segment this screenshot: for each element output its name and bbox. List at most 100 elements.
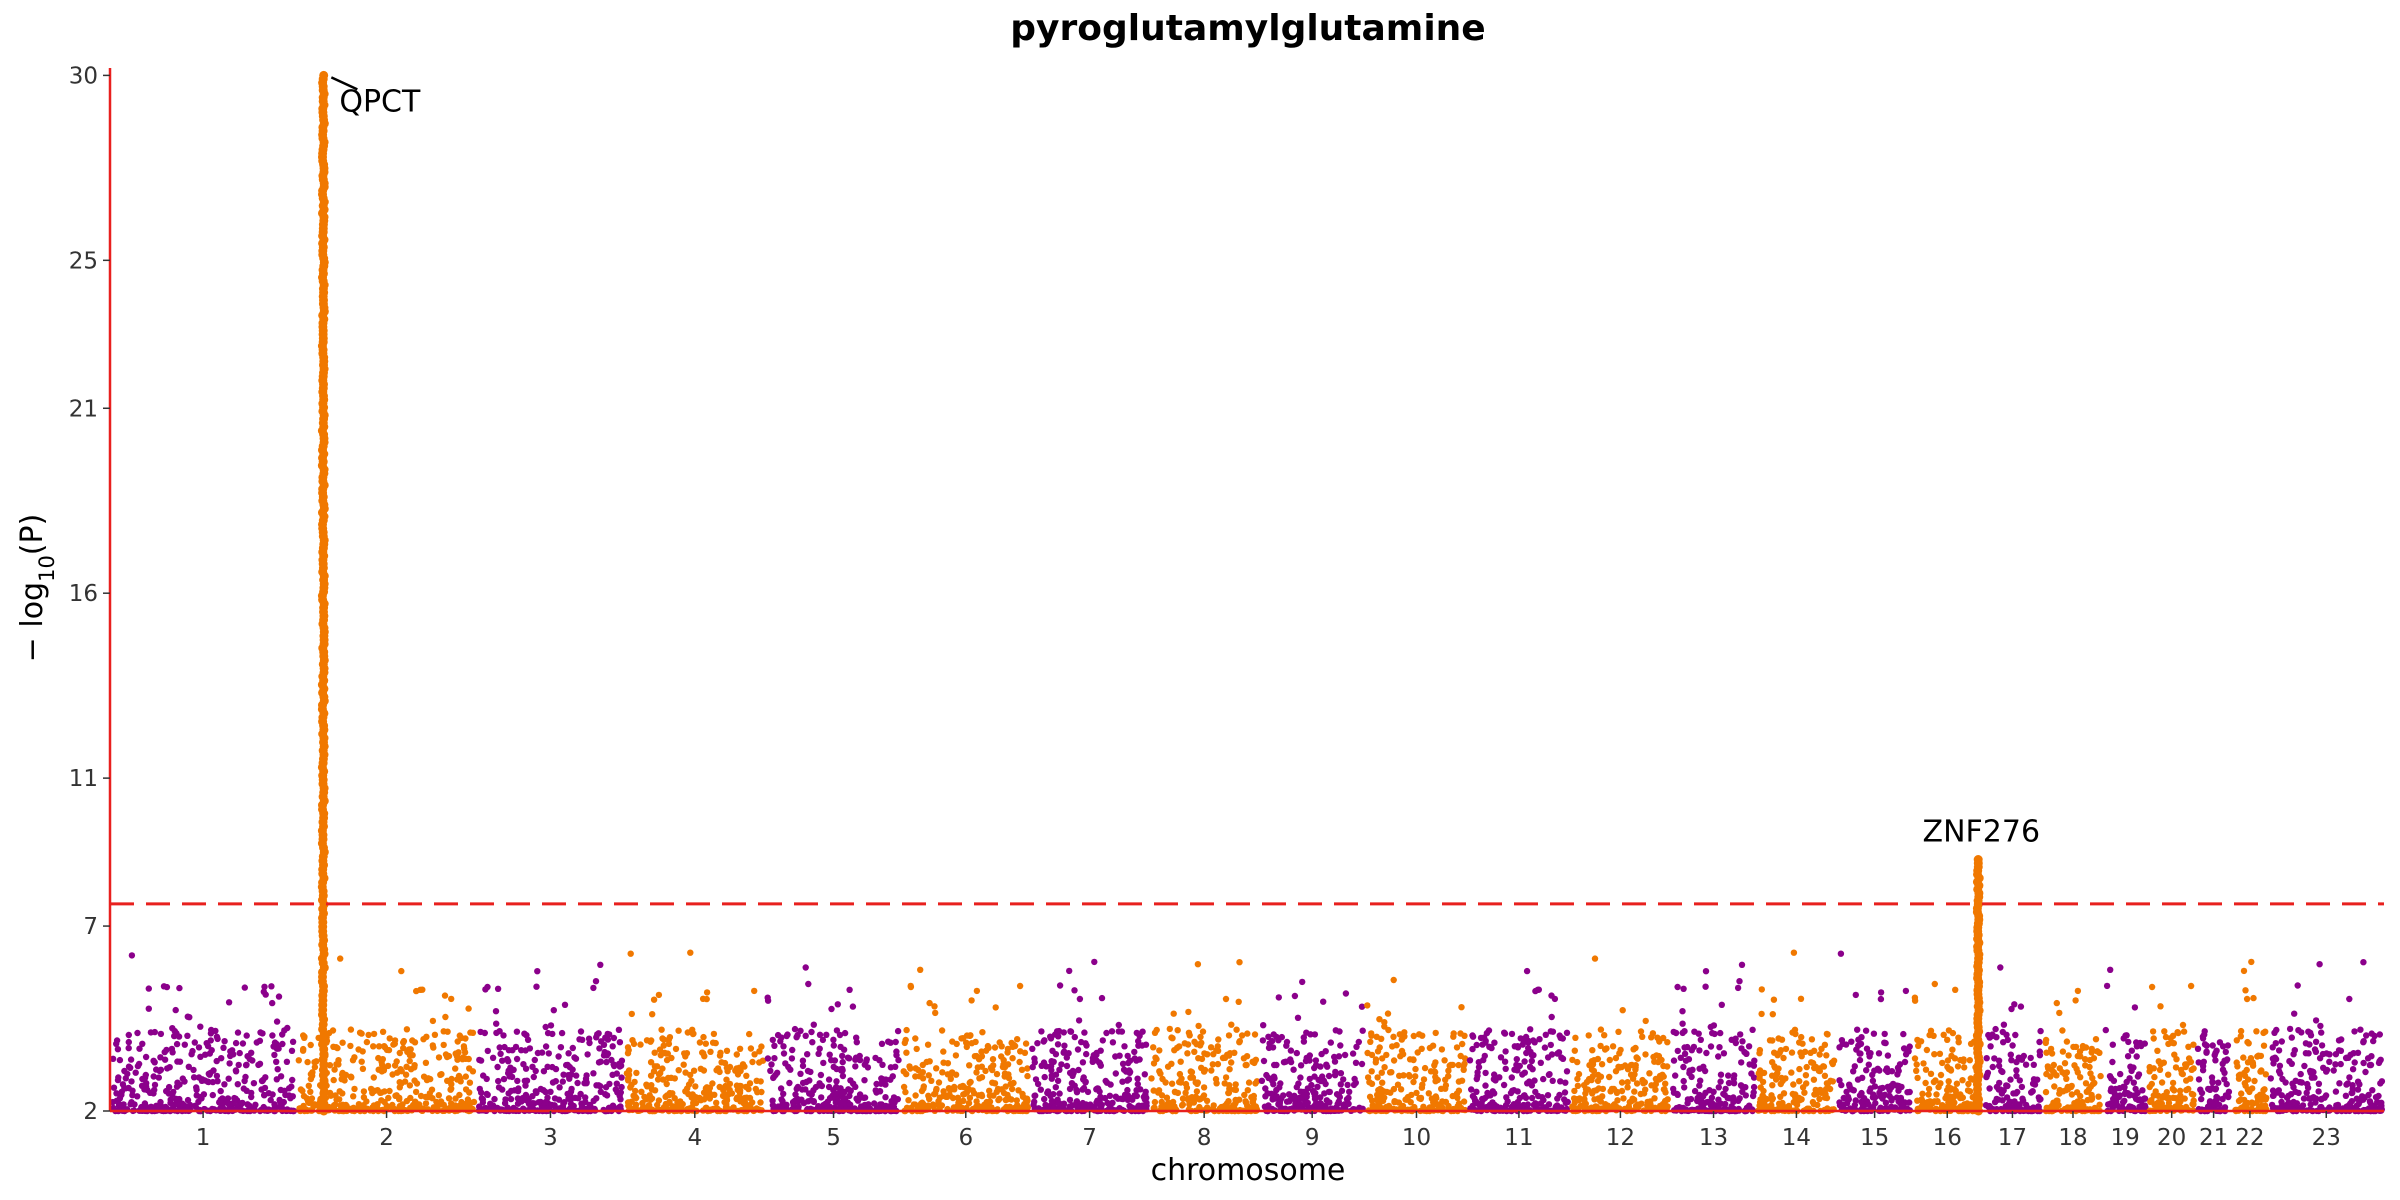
data-point	[1637, 1090, 1644, 1098]
data-point	[1881, 1030, 1888, 1038]
data-point	[188, 1051, 195, 1058]
data-point	[1838, 1037, 1846, 1044]
data-point	[1851, 1063, 1859, 1070]
data-point	[1737, 1082, 1745, 1089]
data-point	[737, 1098, 744, 1105]
data-point	[2346, 995, 2353, 1003]
data-point	[1455, 1087, 1463, 1094]
data-point	[375, 1066, 382, 1073]
data-point	[2175, 1029, 2182, 1037]
data-point	[2260, 1029, 2267, 1037]
data-point	[441, 992, 449, 999]
data-point	[385, 1094, 392, 1102]
data-point	[2059, 1027, 2066, 1034]
data-point	[616, 1039, 624, 1046]
data-point	[1680, 1077, 1687, 1085]
data-point	[1089, 1058, 1096, 1066]
data-point	[1401, 1029, 1408, 1036]
data-point	[1756, 1071, 1764, 1079]
data-point	[1613, 1103, 1620, 1111]
data-point	[2107, 966, 2114, 973]
data-point	[169, 1049, 176, 1056]
data-point	[1172, 1088, 1179, 1096]
data-point	[1014, 1036, 1021, 1043]
data-point	[1662, 1089, 1669, 1096]
data-point	[1913, 1061, 1920, 1068]
data-point	[737, 1067, 744, 1075]
data-point	[1253, 1078, 1261, 1085]
data-point	[2262, 1071, 2269, 1078]
data-point	[628, 1010, 635, 1018]
data-point	[447, 1086, 454, 1093]
data-point	[1185, 1096, 1192, 1104]
data-point	[894, 1096, 901, 1103]
data-point	[1351, 1075, 1358, 1083]
data-point	[514, 1100, 522, 1107]
data-point	[1368, 1068, 1375, 1075]
data-point	[1991, 1055, 1998, 1062]
data-point	[462, 1086, 470, 1093]
data-point	[1843, 1088, 1850, 1096]
data-point	[1353, 1043, 1360, 1051]
data-point	[1848, 1086, 1856, 1093]
data-point	[534, 968, 541, 975]
data-point	[1065, 1050, 1072, 1057]
data-point	[365, 1031, 372, 1039]
data-point	[597, 961, 604, 968]
data-point	[2096, 1049, 2103, 1057]
data-point	[687, 949, 694, 956]
data-point	[638, 1088, 645, 1096]
data-point	[1232, 1081, 1239, 1088]
data-point	[1156, 1068, 1163, 1075]
data-point	[2235, 1097, 2243, 1105]
data-point	[973, 987, 981, 995]
data-point	[1836, 1077, 1843, 1084]
data-point	[273, 1018, 281, 1025]
data-point	[150, 1073, 157, 1080]
data-point	[610, 1034, 618, 1042]
data-point	[243, 1087, 250, 1095]
data-point	[736, 1045, 744, 1053]
data-point	[629, 1037, 636, 1044]
data-point	[1821, 1072, 1829, 1080]
data-point	[1390, 1085, 1398, 1093]
data-point	[1337, 1070, 1345, 1077]
data-point	[163, 983, 171, 991]
data-point	[1150, 1060, 1158, 1067]
data-point	[1496, 1074, 1503, 1081]
data-point	[571, 1054, 578, 1061]
data-point	[1385, 1026, 1392, 1034]
data-point	[1651, 1058, 1658, 1065]
data-point	[1169, 1035, 1176, 1042]
data-point	[1408, 1091, 1415, 1099]
data-point	[403, 1063, 410, 1071]
data-point	[271, 1101, 278, 1108]
data-point	[1545, 1101, 1553, 1108]
data-point	[2005, 1101, 2012, 1108]
data-point	[1063, 1062, 1071, 1070]
data-point	[1397, 1053, 1404, 1060]
data-point	[214, 1035, 221, 1043]
data-point	[1944, 1057, 1952, 1064]
data-point	[1195, 1022, 1202, 1030]
data-point	[1048, 1058, 1055, 1065]
data-point	[2179, 1021, 2187, 1029]
data-point	[595, 1059, 603, 1066]
data-point	[273, 1058, 280, 1066]
data-point	[220, 1044, 227, 1052]
data-point	[190, 1066, 197, 1074]
data-point	[1674, 1047, 1682, 1055]
data-point	[1056, 1100, 1063, 1107]
data-point	[1054, 1041, 1062, 1048]
data-point	[359, 1065, 367, 1073]
data-point	[1632, 1044, 1639, 1052]
data-point	[1771, 1049, 1778, 1056]
data-point	[2157, 1061, 2164, 1068]
data-point	[2158, 1079, 2166, 1086]
data-point	[157, 1030, 165, 1038]
data-point	[1557, 1034, 1564, 1042]
data-point	[989, 1066, 996, 1074]
data-point	[1735, 1097, 1742, 1105]
data-point	[1166, 1025, 1174, 1033]
data-point	[952, 1052, 960, 1059]
